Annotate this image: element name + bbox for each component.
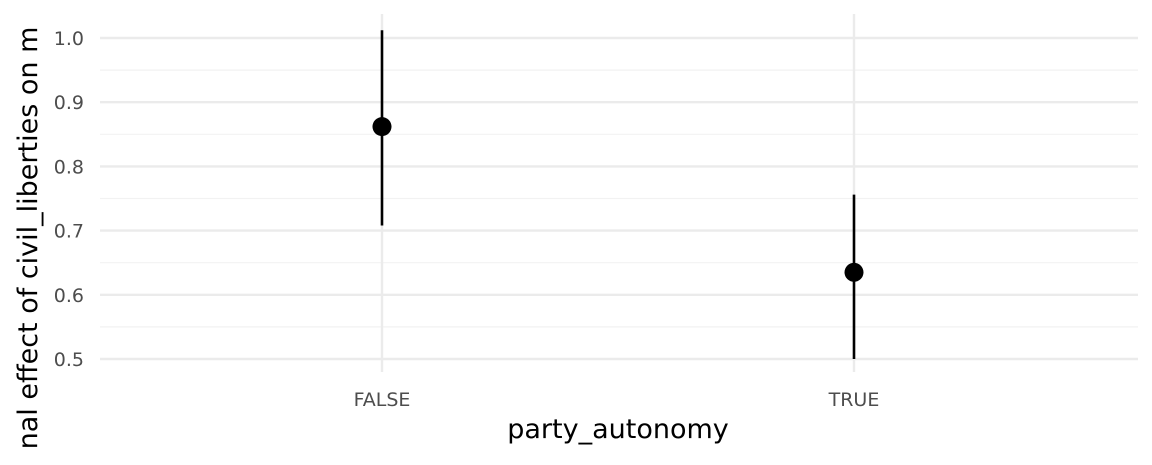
x-tick-labels: FALSE TRUE <box>354 389 880 411</box>
y-axis-title: nal effect of civil_liberties on m <box>13 27 44 450</box>
y-tick-label: 0.5 <box>54 349 84 371</box>
y-tick-label: 0.9 <box>54 92 84 114</box>
grid-layer <box>100 14 1138 372</box>
x-tick-label: TRUE <box>828 389 880 411</box>
estimate-point <box>844 262 864 282</box>
data-marks <box>372 30 864 359</box>
y-tick-label: 0.8 <box>54 156 84 178</box>
y-tick-label: 0.6 <box>54 285 84 307</box>
x-tick-label: FALSE <box>354 389 411 411</box>
estimate-point <box>372 117 392 137</box>
y-tick-labels: 0.5 0.6 0.7 0.8 0.9 1.0 <box>54 28 84 371</box>
y-tick-label: 1.0 <box>54 28 84 50</box>
x-axis-title: party_autonomy <box>507 414 729 445</box>
y-tick-label: 0.7 <box>54 221 84 243</box>
